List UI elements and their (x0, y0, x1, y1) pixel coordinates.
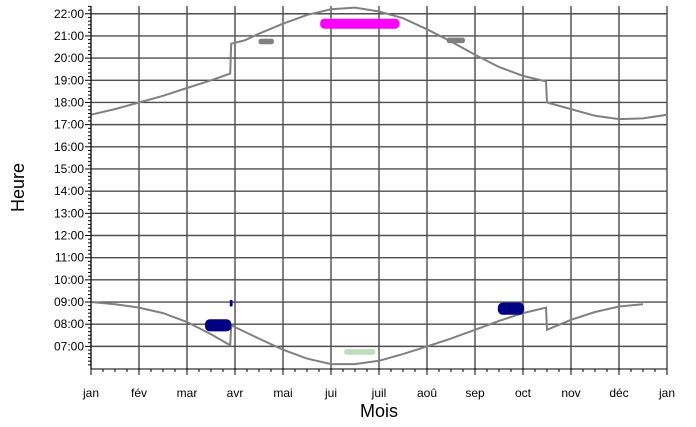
y-tick-label: 11:00 (55, 251, 84, 265)
y-tick-label: 17:00 (54, 118, 84, 132)
x-axis-title: Mois (360, 401, 398, 421)
y-tick-label: 12:00 (54, 229, 84, 243)
x-ticks: jan fév mar avr mai jui juil aoû sep oct nov déc jan (82, 369, 675, 400)
x-tick-label: avr (227, 386, 244, 400)
data-blob (229, 299, 233, 307)
x-tick-label: oct (515, 386, 532, 400)
x-tick-label: jui (324, 386, 337, 400)
y-tick-label: 20:00 (54, 51, 84, 65)
sunrise-sunset-line (90, 6, 668, 121)
data-blob (205, 319, 232, 332)
x-tick-label: fév (131, 386, 147, 400)
y-tick-label: 14:00 (54, 184, 84, 198)
series (90, 6, 668, 366)
x-tick-label: jan (658, 386, 675, 400)
y-tick-label: 16:00 (54, 140, 84, 154)
data-blob (446, 37, 465, 44)
grid (90, 6, 668, 369)
y-tick-label: 13:00 (54, 206, 84, 220)
y-ticks: 07:00 08:00 09:00 10:00 11:00 12:00 13:00 14:00… (54, 5, 91, 366)
y-tick-label: 09:00 (54, 295, 84, 309)
data-blob (344, 349, 376, 355)
y-tick-label: 18:00 (54, 95, 84, 109)
x-tick-label: mar (177, 386, 198, 400)
y-tick-label: 08:00 (54, 317, 84, 331)
x-tick-label: jan (82, 386, 99, 400)
y-tick-label: 07:00 (54, 339, 84, 353)
data-blob (320, 18, 400, 29)
x-tick-label: juil (371, 386, 387, 400)
x-tick-label: déc (609, 386, 628, 400)
data-blob (258, 38, 274, 45)
y-tick-label: 15:00 (54, 162, 84, 176)
x-tick-label: sep (465, 386, 485, 400)
data-blob (497, 302, 525, 315)
x-tick-label: aoû (417, 386, 437, 400)
y-tick-label: 19:00 (54, 73, 84, 87)
x-tick-label: nov (561, 386, 580, 400)
y-axis-title: Heure (8, 163, 28, 212)
sunrise-sunset-line (90, 301, 644, 366)
x-tick-label: mai (273, 386, 292, 400)
y-tick-label: 21:00 (54, 29, 84, 43)
y-tick-label: 10:00 (54, 273, 84, 287)
y-tick-label: 22:00 (54, 7, 84, 21)
